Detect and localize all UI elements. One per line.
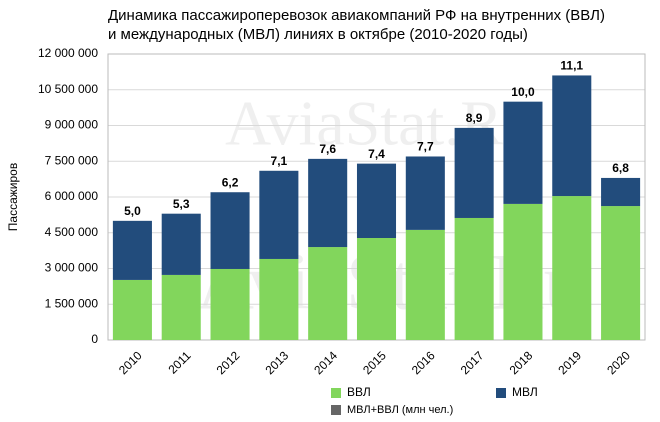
y-tick-label: 0	[91, 332, 98, 346]
data-label: 5,0	[124, 204, 141, 218]
x-tick-label: 2011	[165, 348, 193, 376]
x-tick-label: 2017	[458, 348, 487, 377]
bar-segment	[210, 268, 250, 340]
x-tick-label: 2010	[116, 348, 145, 377]
bar-segment	[454, 217, 494, 340]
bar-segment	[259, 258, 299, 340]
bar-segment	[161, 213, 201, 275]
bar-segment	[112, 279, 152, 340]
y-tick-label: 9 000 000	[45, 118, 99, 132]
bar-segment	[308, 247, 348, 340]
bar-segment	[356, 237, 397, 340]
data-label: 7,7	[417, 140, 434, 154]
legend-swatch	[331, 388, 341, 398]
y-tick-label: 7 500 000	[45, 153, 99, 167]
data-label: 11,1	[560, 59, 583, 73]
bar-segment	[601, 177, 641, 207]
y-axis-label: Пассажиров	[6, 163, 20, 231]
legend-label: ВВЛ	[347, 385, 371, 399]
x-tick-label: 2013	[262, 348, 291, 377]
bar-segment	[405, 156, 445, 230]
x-tick-label: 2012	[214, 348, 243, 377]
x-tick-label: 2020	[604, 348, 633, 377]
bar-segment	[210, 192, 250, 269]
bar-segment	[552, 75, 592, 197]
bar-segment	[308, 158, 348, 248]
y-tick-label: 6 000 000	[45, 189, 99, 203]
x-tick-label: 2016	[409, 348, 438, 377]
data-label: 6,2	[222, 175, 239, 189]
bar-segment	[356, 163, 397, 238]
data-label: 8,9	[466, 111, 483, 125]
bar-segment	[503, 203, 543, 340]
y-tick-label: 10 500 000	[38, 82, 98, 96]
bar-segment	[259, 170, 299, 259]
data-label: 7,1	[271, 154, 288, 168]
data-label: 7,6	[319, 142, 336, 156]
legend-swatch	[331, 405, 341, 415]
bar-segment	[161, 274, 201, 340]
bar-segment	[601, 206, 641, 340]
bar-segment	[112, 220, 152, 280]
data-label: 5,3	[173, 197, 190, 211]
y-tick-label: 1 500 000	[45, 296, 99, 310]
chart-title: Динамика пассажироперевозок авиакомпаний…	[108, 7, 605, 43]
legend-swatch	[496, 388, 506, 398]
bar-segment	[503, 101, 543, 204]
legend-label: МВЛ	[512, 385, 538, 399]
data-label: 6,8	[612, 161, 629, 175]
y-tick-label: 4 500 000	[45, 225, 99, 239]
data-label: 10,0	[511, 85, 535, 99]
bar-segment	[454, 127, 494, 218]
legend-label: МВЛ+ВВЛ (млн чел.)	[347, 404, 453, 416]
data-label: 7,4	[368, 147, 385, 161]
x-tick-label: 2015	[360, 348, 389, 377]
y-tick-label: 3 000 000	[45, 261, 99, 275]
y-tick-label: 12 000 000	[38, 46, 98, 60]
bar-segment	[552, 196, 592, 340]
x-tick-label: 2014	[311, 348, 340, 377]
x-tick-label: 2019	[555, 348, 584, 377]
bar-segment	[405, 229, 445, 340]
x-tick-label: 2018	[507, 348, 536, 377]
